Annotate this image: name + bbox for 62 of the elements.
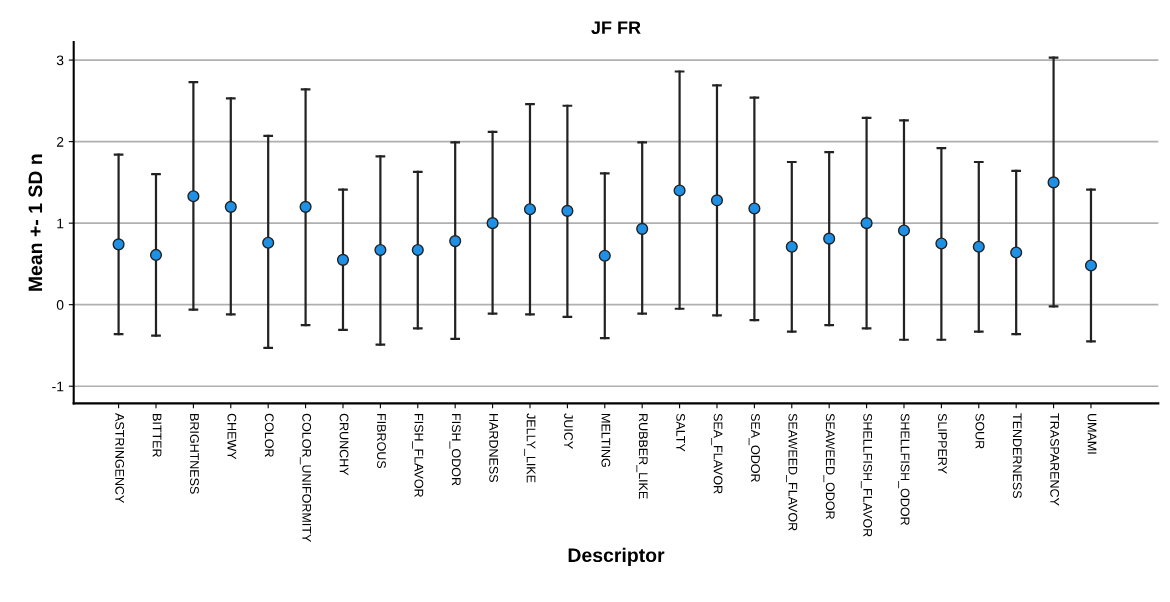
point <box>897 224 911 237</box>
point <box>336 253 350 266</box>
point <box>262 236 275 249</box>
point <box>224 200 237 213</box>
x-tick-label: FISH_ODOR <box>449 414 461 486</box>
y-axis-title: Mean +- 1 SD n <box>28 154 43 291</box>
point <box>149 248 163 262</box>
x-tick-label: BITTER <box>152 414 162 457</box>
point <box>710 194 724 207</box>
x-tick-label: TRASPARENCY <box>1050 413 1060 506</box>
point <box>187 190 200 203</box>
x-tick-label: TENDERNESS <box>1012 413 1022 498</box>
y-tick-label: 2 <box>56 136 64 147</box>
point <box>299 200 312 213</box>
x-tick-label: MELTING <box>601 414 611 467</box>
point <box>374 243 387 257</box>
x-tick-label: SHELLFISH_FLAVOR <box>860 413 873 537</box>
x-tick-label: FISH_FLAVOR <box>412 414 424 497</box>
x-tick-label: SEA_ODOR <box>748 413 760 482</box>
point <box>972 240 985 253</box>
y-tick-label: 0 <box>56 300 64 310</box>
x-tick-label: SLIPPERY <box>938 413 947 474</box>
x-tick-label: FIBROUS <box>377 414 386 469</box>
x-tick-label: RUBBER_LIKE <box>636 414 648 499</box>
x-tick-label: JUICY <box>564 413 573 449</box>
x-tick-label: SHELLFISH_ODOR <box>898 413 910 526</box>
point <box>449 235 462 248</box>
x-tick-label: SALTY <box>676 413 686 452</box>
x-tick-label: COLOR_UNIFORMITY <box>299 413 312 542</box>
x-tick-label: HARDNESS <box>489 414 499 482</box>
point <box>636 222 649 235</box>
point <box>486 217 499 230</box>
chart-title: JF FR <box>591 21 641 34</box>
point <box>411 243 424 257</box>
point <box>598 249 611 262</box>
x-tick-label: ASTRINGENCY <box>115 413 125 504</box>
x-tick-label: CRUNCHY <box>339 413 349 476</box>
x-tick-label: SOUR <box>975 413 985 449</box>
point <box>823 232 836 245</box>
x-tick-label: CHEWY <box>227 413 237 460</box>
point <box>1084 259 1098 272</box>
point <box>112 238 125 251</box>
x-tick-label: UMAMI <box>1087 414 1097 454</box>
x-tick-label: SEA_FLAVOR <box>711 413 723 494</box>
point <box>523 203 537 216</box>
point <box>785 240 798 253</box>
x-tick-label: COLOR <box>264 413 274 457</box>
y-tick-label: 1 <box>57 218 64 229</box>
point <box>748 202 761 215</box>
x-tick-label: SEAWEED_FLAVOR <box>786 413 798 531</box>
y-tick-label: 3 <box>56 55 64 66</box>
point <box>673 184 686 197</box>
x-tick-label: SEAWEED_ODOR <box>823 413 835 519</box>
x-axis-title: Descriptor <box>568 547 665 566</box>
point <box>1010 246 1023 259</box>
point <box>561 204 574 217</box>
x-tick-label: JELLY_LIKE <box>524 413 536 483</box>
point <box>860 217 873 230</box>
point <box>935 237 948 250</box>
y-tick-label: -1 <box>52 381 64 392</box>
point <box>1047 176 1060 189</box>
x-tick-label: BRIGHTNESS <box>190 414 199 494</box>
